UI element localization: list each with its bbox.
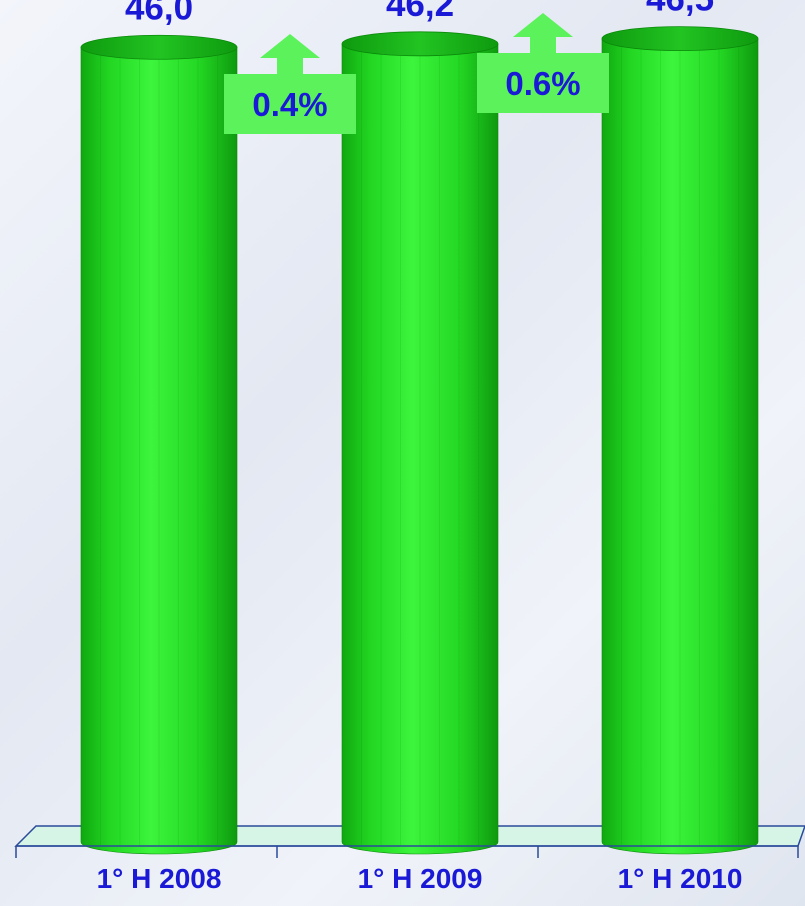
bar xyxy=(341,31,499,855)
growth-label: 0.4% xyxy=(252,86,327,123)
up-arrow-icon xyxy=(513,13,573,55)
bar-top xyxy=(601,26,759,52)
growth-box xyxy=(224,74,356,134)
category-label: 1° H 2009 xyxy=(358,863,483,894)
growth-label: 0.6% xyxy=(505,65,580,102)
data-label: 46,2 xyxy=(386,0,454,24)
bars-group xyxy=(80,26,759,855)
bar xyxy=(601,26,759,855)
bar-top xyxy=(341,31,499,57)
data-label: 46,0 xyxy=(125,0,193,27)
growth-callout: 0.4% xyxy=(224,34,356,134)
bar xyxy=(80,34,238,855)
category-label: 1° H 2008 xyxy=(97,863,222,894)
bar-top xyxy=(80,34,238,60)
annotations-group: 0.4% 0.6% xyxy=(224,13,609,134)
data-label: 46,5 xyxy=(646,0,714,19)
up-arrow-icon xyxy=(260,34,320,76)
growth-callout: 0.6% xyxy=(477,13,609,113)
growth-box xyxy=(477,53,609,113)
category-label: 1° H 2010 xyxy=(618,863,743,894)
labels-group: 46,0 1° H 2008 46,2 1° H 2009 46,5 1° H 2010 xyxy=(97,0,743,894)
x-axis xyxy=(15,845,799,858)
